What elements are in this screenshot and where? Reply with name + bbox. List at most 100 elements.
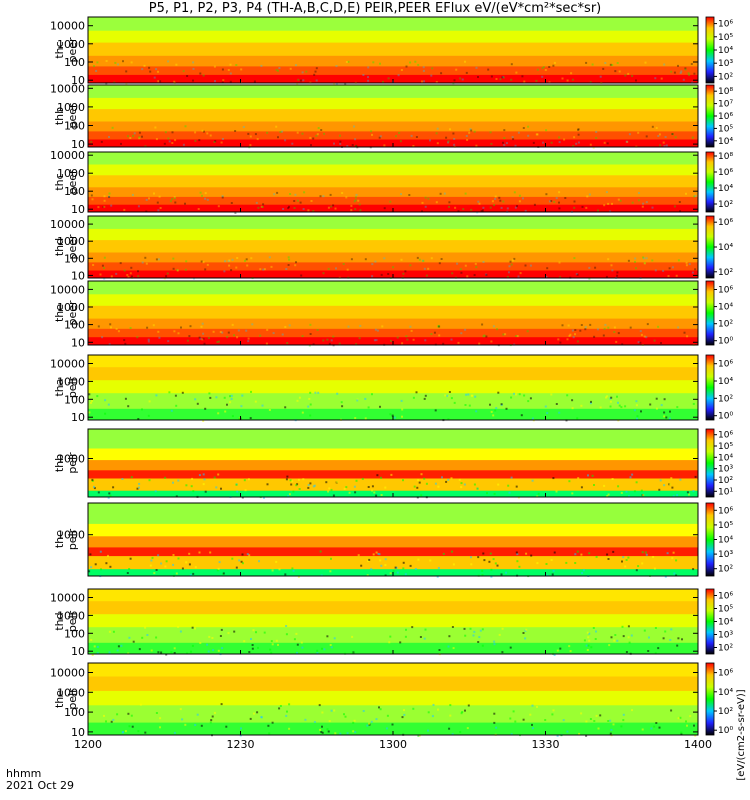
spectrogram-texture — [663, 415, 666, 418]
spectrogram-texture — [515, 335, 518, 337]
spectrogram-texture — [461, 78, 464, 81]
spectrogram-texture — [577, 128, 580, 131]
spectrogram-texture — [148, 66, 151, 69]
spectrogram-texture — [355, 479, 358, 482]
spectrogram-texture — [385, 727, 388, 730]
x-tick-label: 1230 — [227, 738, 255, 751]
spectrogram-texture — [159, 726, 161, 729]
spectrogram-texture — [138, 131, 141, 134]
spectrogram-texture — [587, 636, 590, 639]
spectrogram-texture — [270, 640, 273, 643]
spectrogram-texture — [620, 406, 623, 409]
spectrogram-texture — [97, 206, 100, 209]
spectrogram-band — [88, 690, 698, 706]
spectrogram-texture — [402, 272, 405, 275]
spectrogram-texture — [254, 400, 257, 403]
spectrogram-texture — [589, 718, 592, 720]
spectrogram-texture — [133, 132, 136, 135]
spectrogram-texture — [611, 478, 614, 480]
spectrogram-texture — [662, 141, 665, 144]
spectrogram-texture — [383, 144, 386, 147]
spectrogram-texture — [519, 272, 522, 275]
spectrogram-band — [88, 676, 698, 691]
spectrogram-texture — [123, 339, 126, 342]
spectrogram-texture — [186, 75, 189, 77]
spectrogram-texture — [202, 483, 205, 486]
spectrogram-texture — [330, 646, 333, 649]
spectrogram-texture — [574, 333, 576, 336]
spectrogram-texture — [334, 207, 337, 210]
spectrogram-texture — [531, 479, 534, 482]
spectrogram-texture — [155, 68, 158, 71]
spectrogram-texture — [593, 720, 596, 722]
spectrogram-texture — [398, 131, 401, 134]
spectrogram-texture — [207, 337, 210, 339]
spectrogram-texture — [423, 637, 426, 640]
spectrogram-texture — [188, 552, 191, 555]
spectrogram-texture — [470, 208, 473, 211]
spectrogram-texture — [497, 391, 500, 394]
spectrogram-texture — [427, 197, 430, 200]
spectrogram-texture — [581, 205, 584, 208]
spectrogram-texture — [694, 194, 697, 197]
spectrogram-texture — [658, 133, 661, 136]
spectrogram-texture — [250, 390, 252, 393]
spectrogram-texture — [550, 141, 553, 144]
spectrogram-texture — [155, 258, 158, 261]
spectrogram-texture — [482, 206, 485, 209]
spectrogram-texture — [320, 129, 323, 131]
spectrogram-texture — [638, 192, 640, 194]
spectrogram-texture — [664, 136, 667, 138]
spectrogram-texture — [470, 563, 473, 566]
y-tick-label: 100 — [64, 120, 85, 133]
y-tick-label: 10 — [71, 203, 85, 216]
spectrogram-texture — [90, 566, 93, 569]
x-tick-label: 1330 — [532, 738, 560, 751]
spectrogram-texture — [610, 728, 613, 731]
spectrogram-texture — [328, 487, 331, 490]
spectrogram-texture — [301, 646, 304, 649]
spectrogram-texture — [295, 484, 298, 487]
spectrogram-texture — [368, 722, 371, 725]
date-label: 2021 Oct 29 — [6, 779, 75, 792]
spectrogram-texture — [594, 638, 597, 640]
spectrogram-texture — [557, 338, 560, 341]
spectrogram-texture — [300, 641, 303, 644]
spectrogram-texture — [236, 336, 239, 339]
spectrogram-texture — [282, 208, 285, 210]
spectrogram-texture — [226, 336, 229, 339]
spectrogram-texture — [192, 67, 195, 70]
spectrogram-band — [88, 293, 698, 306]
spectrogram-texture — [154, 490, 157, 493]
spectrogram-texture — [609, 405, 612, 408]
spectrogram-texture — [679, 210, 681, 213]
spectrogram-texture — [467, 704, 470, 707]
spectrogram-texture — [332, 335, 335, 338]
spectrogram-texture — [237, 329, 240, 332]
spectrogram-texture — [231, 557, 234, 560]
spectrogram-texture — [610, 396, 613, 399]
spectrogram-texture — [245, 258, 248, 261]
spectrogram-texture — [509, 260, 512, 263]
spectrogram-texture — [605, 191, 608, 194]
spectrogram-texture — [327, 267, 330, 270]
spectrogram-texture — [137, 275, 140, 278]
spectrogram-texture — [457, 210, 460, 213]
spectrogram-texture — [163, 142, 166, 145]
spectrogram-texture — [119, 262, 122, 265]
spectrogram-texture — [460, 486, 463, 489]
spectrogram-texture — [430, 333, 433, 335]
spectrogram-texture — [257, 206, 260, 209]
spectrogram-texture — [235, 566, 238, 569]
spectrogram-band — [88, 65, 698, 75]
spectrogram-texture — [350, 258, 353, 261]
spectrogram-texture — [548, 200, 551, 203]
spectrogram-texture — [447, 478, 450, 481]
spectrogram-texture — [253, 712, 255, 715]
spectrogram-texture — [514, 393, 517, 396]
spectrogram-texture — [389, 413, 392, 416]
spectrogram-texture — [224, 410, 227, 413]
spectrogram-texture — [310, 200, 313, 202]
spectrogram-texture — [475, 66, 478, 69]
